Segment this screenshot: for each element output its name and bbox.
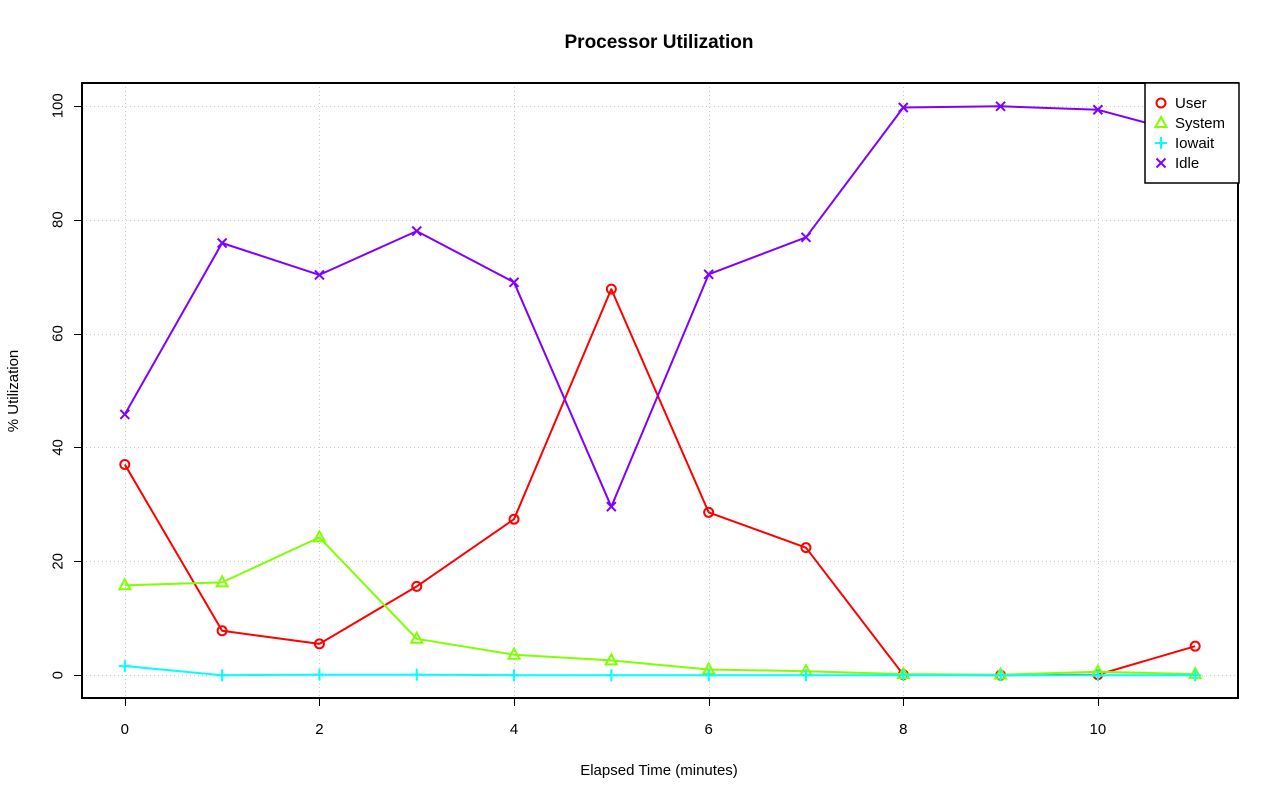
data-point-idle bbox=[508, 277, 520, 288]
data-point-user bbox=[605, 283, 617, 295]
data-point-system bbox=[506, 646, 522, 660]
data-point-user bbox=[800, 542, 812, 554]
y-tick-label: 80 bbox=[50, 211, 67, 228]
y-tick-label: 40 bbox=[50, 439, 67, 456]
data-point-iowait bbox=[508, 669, 521, 682]
plot-frame bbox=[81, 82, 1239, 699]
legend-marker-idle bbox=[1155, 157, 1167, 169]
series-iowait bbox=[118, 660, 1202, 682]
data-point-system bbox=[604, 652, 619, 666]
legend-marker-iowait bbox=[1155, 137, 1167, 149]
data-point-iowait bbox=[118, 660, 131, 673]
data-point-idle bbox=[606, 501, 617, 512]
legend-box bbox=[1144, 82, 1240, 184]
x-tick-label: 6 bbox=[704, 721, 712, 738]
y-tick-label: 20 bbox=[50, 553, 67, 570]
x-tick-label: 4 bbox=[510, 721, 518, 738]
y-tick-label: 60 bbox=[50, 325, 67, 342]
data-point-iowait bbox=[313, 668, 326, 681]
series-system bbox=[117, 529, 1203, 680]
data-point-idle bbox=[703, 269, 714, 280]
legend-label-iowait: Iowait bbox=[1175, 135, 1215, 152]
data-point-iowait bbox=[799, 669, 812, 682]
series-line-iowait bbox=[124, 665, 1196, 677]
data-point-system bbox=[214, 574, 230, 588]
data-point-iowait bbox=[410, 668, 423, 681]
data-point-user bbox=[508, 513, 520, 525]
data-point-idle bbox=[800, 232, 812, 243]
legend-label-system: System bbox=[1175, 115, 1225, 132]
data-point-user bbox=[216, 625, 228, 637]
x-tick-label: 0 bbox=[121, 721, 129, 738]
data-point-iowait bbox=[1189, 669, 1202, 682]
series-idle bbox=[119, 101, 1201, 512]
data-point-idle bbox=[898, 102, 909, 113]
data-point-idle bbox=[1092, 104, 1104, 115]
legend-label-idle: Idle bbox=[1175, 155, 1199, 172]
data-point-iowait bbox=[897, 669, 910, 682]
legend: User System Iowait Idle bbox=[1144, 82, 1240, 184]
data-point-system bbox=[117, 577, 133, 591]
data-point-user bbox=[313, 638, 325, 650]
data-point-user bbox=[1189, 640, 1201, 652]
legend-label-user: User bbox=[1175, 95, 1207, 112]
y-tick-label: 0 bbox=[50, 671, 67, 679]
x-axis-title: Elapsed Time (minutes) bbox=[580, 762, 738, 779]
series-line-idle bbox=[123, 105, 1196, 508]
data-point-idle bbox=[995, 101, 1006, 112]
data-point-system bbox=[409, 630, 424, 644]
series-line-system bbox=[124, 536, 1196, 676]
data-point-iowait bbox=[994, 669, 1007, 682]
data-point-user bbox=[411, 580, 423, 592]
y-axis-title: % Utilization bbox=[5, 350, 22, 433]
x-tick-label: 8 bbox=[899, 721, 907, 738]
x-tick-label: 10 bbox=[1090, 721, 1107, 738]
series-line-user bbox=[123, 288, 1196, 677]
legend-marker-user bbox=[1155, 97, 1167, 109]
legend-marker-system bbox=[1153, 114, 1169, 128]
series bbox=[117, 101, 1203, 682]
data-point-idle bbox=[411, 225, 422, 237]
series-user bbox=[119, 283, 1201, 681]
data-point-user bbox=[119, 459, 131, 471]
data-point-idle bbox=[216, 237, 228, 249]
data-point-idle bbox=[119, 409, 131, 420]
data-point-iowait bbox=[216, 669, 229, 682]
data-point-iowait bbox=[1091, 669, 1104, 682]
chart-title: Processor Utilization bbox=[565, 32, 754, 53]
x-tick-label: 2 bbox=[315, 721, 323, 738]
data-point-user bbox=[703, 506, 715, 518]
y-tick-label: 100 bbox=[50, 93, 67, 118]
data-point-idle bbox=[314, 269, 325, 281]
data-point-iowait bbox=[605, 669, 618, 682]
data-point-iowait bbox=[702, 669, 715, 682]
data-point-system bbox=[312, 529, 327, 543]
